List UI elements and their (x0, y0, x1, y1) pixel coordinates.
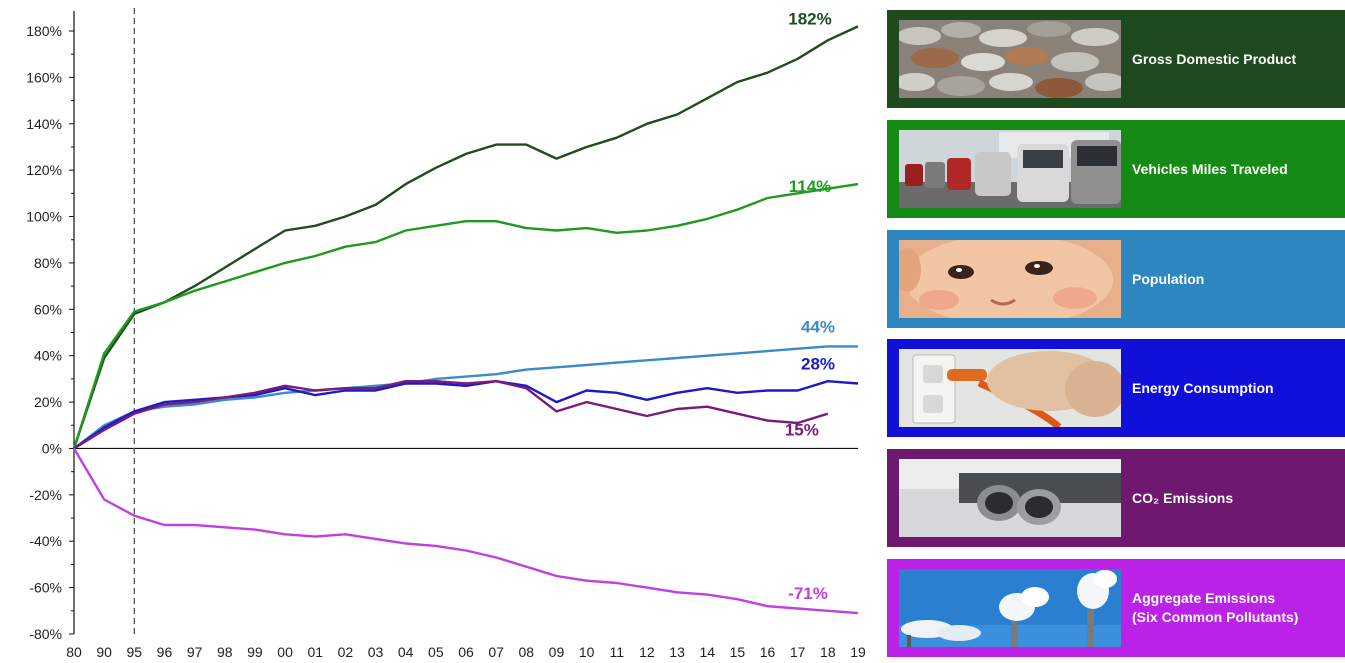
legend-label-line: (Six Common Pollutants) (1132, 609, 1299, 625)
y-axis-ticks: -80% -60% -40% -20% 0% 20% 40% 60% 80% 100% 120% 14… (26, 23, 74, 642)
legend-label-line: CO₂ Emissions (1132, 489, 1234, 506)
series-end-label: 114% (789, 177, 832, 196)
legend-label-gdp: Gross Domestic Product (1132, 50, 1296, 69)
x-tick-label: 19 (850, 644, 866, 660)
x-tick-label: 98 (217, 644, 233, 660)
power-plug-image (899, 349, 1121, 427)
x-tick-label: 11 (609, 644, 624, 660)
y-tick-label: 140% (26, 116, 62, 132)
coins-image (899, 20, 1121, 98)
series-line-3 (73, 380, 859, 450)
line-chart: -80% -60% -40% -20% 0% 20% 40% 60% 80% 100% 120% 14… (26, 8, 866, 660)
y-tick-label: 40% (34, 348, 62, 364)
legend-card-co2: CO₂ Emissions (887, 449, 1345, 547)
x-tick-label: 09 (549, 644, 565, 660)
x-tick-label: 80 (66, 644, 82, 660)
legend-label-line: Vehicles Miles Traveled (1132, 160, 1288, 177)
x-tick-label: 12 (639, 644, 655, 660)
legend-card-vmt: Vehicles Miles Traveled (887, 120, 1345, 218)
y-tick-label: 160% (26, 69, 62, 85)
exhaust-pipe-image (899, 459, 1121, 537)
legend-label-energy: Energy Consumption (1132, 379, 1274, 398)
series-end-label: -71% (788, 584, 828, 603)
legend-card-population: Population (887, 230, 1345, 328)
y-tick-label: -80% (29, 626, 62, 642)
series-line-2 (73, 345, 858, 450)
legend-label-line: Population (1132, 270, 1205, 287)
y-tick-label: 100% (26, 209, 62, 225)
baby-face-image (899, 240, 1121, 318)
legend-label-line: Aggregate Emissions (1132, 590, 1276, 606)
y-tick-label: 120% (26, 162, 62, 178)
x-tick-label: 07 (488, 644, 504, 660)
series-end-label: 28% (801, 355, 835, 374)
x-tick-label: 03 (368, 644, 384, 660)
x-tick-label: 17 (790, 644, 806, 660)
x-tick-label: 97 (187, 644, 203, 660)
y-tick-label: 20% (34, 394, 62, 410)
y-tick-label: -20% (29, 487, 62, 503)
x-tick-label: 06 (458, 644, 474, 660)
x-tick-label: 05 (428, 644, 444, 660)
y-tick-label: 80% (34, 255, 62, 271)
x-tick-label: 08 (519, 644, 535, 660)
series-end-label: 44% (801, 317, 835, 336)
x-axis-ticks: 80 90 95 96 97 98 99 00 01 02 03 04 05 06 07 08 09 10 11 12… (66, 644, 866, 660)
y-tick-label: -40% (29, 533, 62, 549)
y-tick-label: -60% (29, 580, 62, 596)
series-line-1 (72, 182, 859, 449)
series-line-0 (72, 25, 859, 449)
traffic-image (899, 130, 1121, 208)
x-tick-label: 99 (247, 644, 263, 660)
legend-card-aggregate-emissions: Aggregate Emissions (Six Common Pollutan… (887, 559, 1345, 657)
x-tick-label: 90 (96, 644, 112, 660)
legend-label-line: Energy Consumption (1132, 379, 1274, 396)
legend-label-vmt: Vehicles Miles Traveled (1132, 160, 1288, 179)
series-end-label: 15% (785, 421, 819, 440)
x-tick-label: 14 (699, 644, 715, 660)
x-tick-label: 16 (760, 644, 776, 660)
y-tick-label: 0% (42, 440, 62, 456)
series-end-labels: 182% 114% 44% 28% 15% -71% (785, 9, 835, 603)
x-tick-label: 96 (157, 644, 173, 660)
legend-label-population: Population (1132, 270, 1204, 289)
x-tick-label: 02 (338, 644, 354, 660)
legend-label-aggregate-emissions: Aggregate Emissions (Six Common Pollutan… (1132, 589, 1298, 627)
series-end-label: 182% (788, 9, 831, 28)
chart-axes (73, 11, 858, 634)
legend-label-line: Gross Domestic Product (1132, 50, 1297, 67)
x-tick-label: 13 (669, 644, 685, 660)
x-tick-label: 10 (579, 644, 595, 660)
legend-card-energy: Energy Consumption (887, 339, 1345, 437)
legend-label-co2: CO₂ Emissions (1132, 489, 1233, 508)
series-lines (72, 25, 859, 615)
x-tick-label: 15 (730, 644, 746, 660)
smokestacks-image (899, 569, 1121, 647)
x-tick-label: 01 (307, 644, 323, 660)
y-tick-label: 60% (34, 301, 62, 317)
x-tick-label: 04 (398, 644, 414, 660)
series-line-4 (73, 380, 829, 450)
y-tick-label: 180% (26, 23, 62, 39)
x-tick-label: 18 (820, 644, 836, 660)
x-tick-label: 95 (127, 644, 143, 660)
series-line-5 (72, 447, 859, 615)
legend-card-gdp: Gross Domestic Product (887, 10, 1345, 108)
x-tick-label: 00 (277, 644, 293, 660)
